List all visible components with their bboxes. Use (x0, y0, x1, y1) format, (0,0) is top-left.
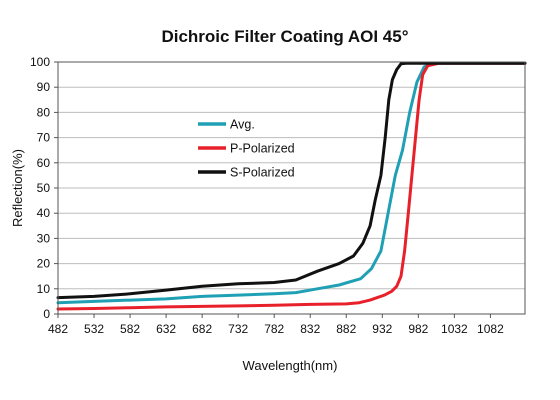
legend-label: P-Polarized (230, 142, 295, 156)
x-tick-label: 732 (228, 322, 248, 336)
y-tick-label: 100 (30, 55, 50, 69)
chart-title: Dichroic Filter Coating AOI 45° (161, 27, 408, 46)
y-tick-label: 80 (37, 105, 51, 119)
x-tick-label: 632 (156, 322, 176, 336)
x-tick-label: 532 (84, 322, 104, 336)
x-tick-label: 582 (120, 322, 140, 336)
x-tick-label: 832 (300, 322, 320, 336)
x-axis-ticks: 482 532 582 632 682 732 782 832 882 932 982 1032 108… (48, 314, 504, 336)
y-tick-label: 50 (37, 181, 51, 195)
y-tick-label: 40 (37, 206, 51, 220)
legend: Avg. P-Polarized S-Polarized (198, 118, 295, 180)
plot-lines (56, 61, 527, 311)
y-tick-label: 0 (43, 307, 50, 321)
series-line-s-polarized (56, 61, 527, 300)
x-tick-label: 1082 (477, 322, 504, 336)
series-line-p-polarized (56, 61, 527, 311)
y-tick-label: 20 (37, 257, 51, 271)
x-tick-label: 932 (372, 322, 392, 336)
y-tick-label: 10 (37, 282, 51, 296)
legend-label: S-Polarized (230, 166, 295, 180)
y-tick-label: 30 (37, 231, 51, 245)
y-axis-label: Reflection(%) (10, 149, 25, 227)
x-tick-label: 1032 (441, 322, 468, 336)
y-tick-label: 90 (37, 80, 51, 94)
x-tick-label: 782 (264, 322, 284, 336)
x-tick-label: 482 (48, 322, 68, 336)
x-axis-label: Wavelength(nm) (243, 358, 338, 373)
y-tick-label: 60 (37, 156, 51, 170)
legend-label: Avg. (230, 118, 255, 132)
y-axis-ticks: 0 10 20 30 40 50 60 70 80 90 100 (30, 55, 58, 321)
series-line-avg (56, 61, 527, 305)
x-tick-label: 682 (192, 322, 212, 336)
y-tick-label: 70 (37, 131, 51, 145)
x-tick-label: 982 (408, 322, 428, 336)
x-tick-label: 882 (336, 322, 356, 336)
grid (58, 61, 525, 315)
